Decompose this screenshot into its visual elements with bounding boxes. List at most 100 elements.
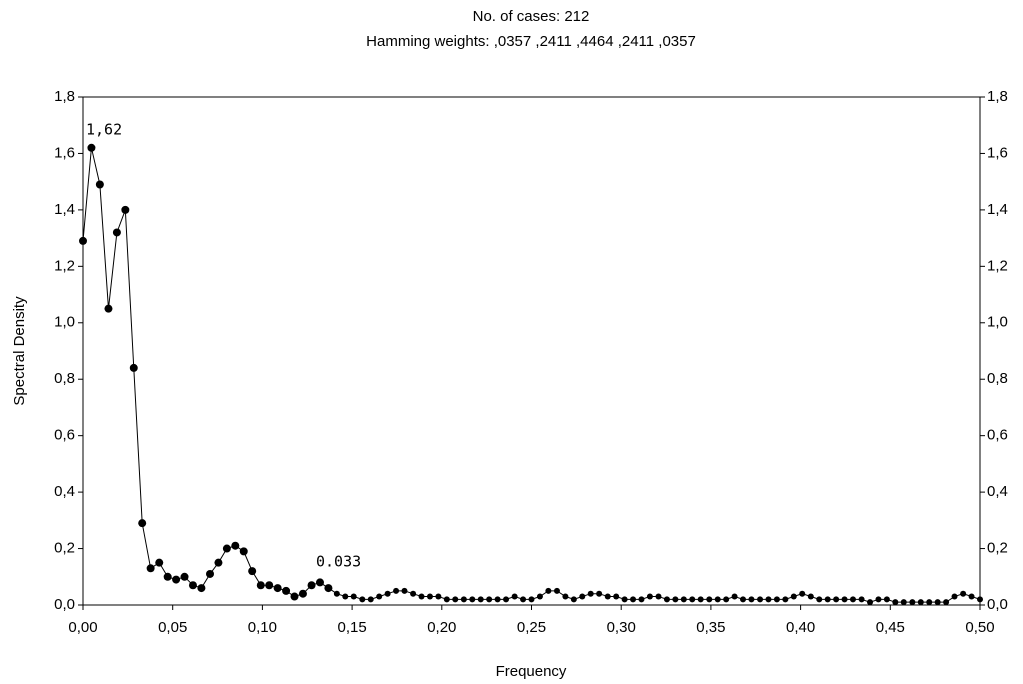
y2-tick-label: 0,8: [987, 370, 1008, 387]
x-tick-label: 0,30: [607, 619, 636, 636]
data-point: [121, 205, 130, 214]
data-point: [222, 544, 231, 553]
y2-tick-label: 0,0: [987, 596, 1008, 613]
data-point: [401, 587, 408, 594]
data-point: [849, 596, 856, 603]
data-point: [520, 596, 527, 603]
x-tick-label: 0,40: [786, 619, 815, 636]
x-tick-label: 0,20: [427, 619, 456, 636]
data-point: [486, 596, 493, 603]
x-tick-label: 0,50: [965, 619, 994, 636]
data-point: [511, 593, 518, 600]
data-point: [333, 590, 340, 597]
data-point: [977, 596, 983, 603]
y-tick-label: 0,0: [54, 596, 75, 613]
data-point: [443, 596, 450, 603]
data-point: [613, 593, 620, 600]
data-point: [706, 596, 713, 603]
data-point: [536, 593, 543, 600]
data-point: [579, 593, 586, 600]
data-point: [833, 596, 840, 603]
data-point: [790, 593, 797, 600]
y-tick-label: 1,0: [54, 314, 75, 331]
y2-tick-label: 0,6: [987, 427, 1008, 444]
data-point: [104, 304, 113, 313]
data-point: [799, 590, 806, 597]
data-point: [273, 584, 282, 593]
data-point: [298, 589, 307, 598]
x-tick-label: 0,10: [248, 619, 277, 636]
data-point: [290, 592, 299, 601]
data-point: [477, 596, 484, 603]
y-tick-label: 0,2: [54, 540, 75, 557]
data-point: [231, 541, 240, 550]
y-tick-label: 1,6: [54, 144, 75, 161]
data-point: [883, 596, 890, 603]
data-point: [663, 596, 670, 603]
x-tick-label: 0,35: [696, 619, 725, 636]
data-point: [689, 596, 696, 603]
data-point: [655, 593, 662, 600]
data-point: [503, 596, 510, 603]
data-point: [435, 593, 442, 600]
data-point: [773, 596, 780, 603]
data-point: [248, 567, 257, 576]
data-point: [95, 180, 104, 189]
x-tick-label: 0,15: [337, 619, 366, 636]
data-point: [138, 519, 147, 528]
data-point: [630, 596, 637, 603]
data-point: [239, 547, 248, 556]
y-tick-label: 0,6: [54, 427, 75, 444]
data-point: [528, 596, 535, 603]
data-point: [350, 593, 357, 600]
data-point: [393, 587, 400, 594]
data-point: [943, 599, 950, 606]
plot-frame: [82, 96, 981, 606]
data-point: [968, 593, 975, 600]
annotation: 0.033: [316, 553, 361, 571]
data-point: [587, 590, 594, 597]
data-point: [172, 575, 181, 584]
y-axis-label: Spectral Density: [11, 296, 28, 406]
y-tick-label: 0,4: [54, 483, 75, 500]
data-point: [307, 581, 316, 590]
data-point: [875, 596, 882, 603]
data-point: [359, 596, 366, 603]
y2-tick-label: 1,8: [987, 88, 1008, 105]
x-tick-label: 0,00: [68, 619, 97, 636]
y-tick-label: 1,8: [54, 88, 75, 105]
data-point: [197, 584, 206, 593]
data-point: [892, 599, 899, 606]
data-point: [426, 593, 433, 600]
data-point: [782, 596, 789, 603]
chart-subtitle: Hamming weights: ,0357 ,2411 ,4464 ,2411…: [366, 33, 696, 50]
data-point: [638, 596, 645, 603]
data-point: [112, 228, 121, 237]
data-point: [757, 596, 764, 603]
data-point: [282, 586, 291, 595]
y2-tick-label: 1,6: [987, 144, 1008, 161]
data-point: [410, 590, 417, 597]
data-point: [604, 593, 611, 600]
data-point: [951, 593, 958, 600]
data-point: [731, 593, 738, 600]
data-point: [265, 581, 274, 590]
x-axis-label: Frequency: [496, 663, 567, 680]
annotation: 1,62: [86, 121, 122, 139]
data-point: [214, 558, 223, 567]
data-point: [740, 596, 747, 603]
data-point: [909, 599, 916, 606]
y-tick-label: 1,4: [54, 201, 75, 218]
data-point: [723, 596, 730, 603]
data-point: [324, 584, 333, 593]
data-point: [960, 590, 967, 597]
y2-tick-label: 1,2: [987, 257, 1008, 274]
data-point: [900, 599, 907, 606]
data-point: [807, 593, 814, 600]
data-point: [87, 143, 96, 152]
data-point: [460, 596, 467, 603]
data-point: [621, 596, 628, 603]
data-point: [545, 587, 552, 594]
data-point: [816, 596, 823, 603]
data-point: [342, 593, 349, 600]
